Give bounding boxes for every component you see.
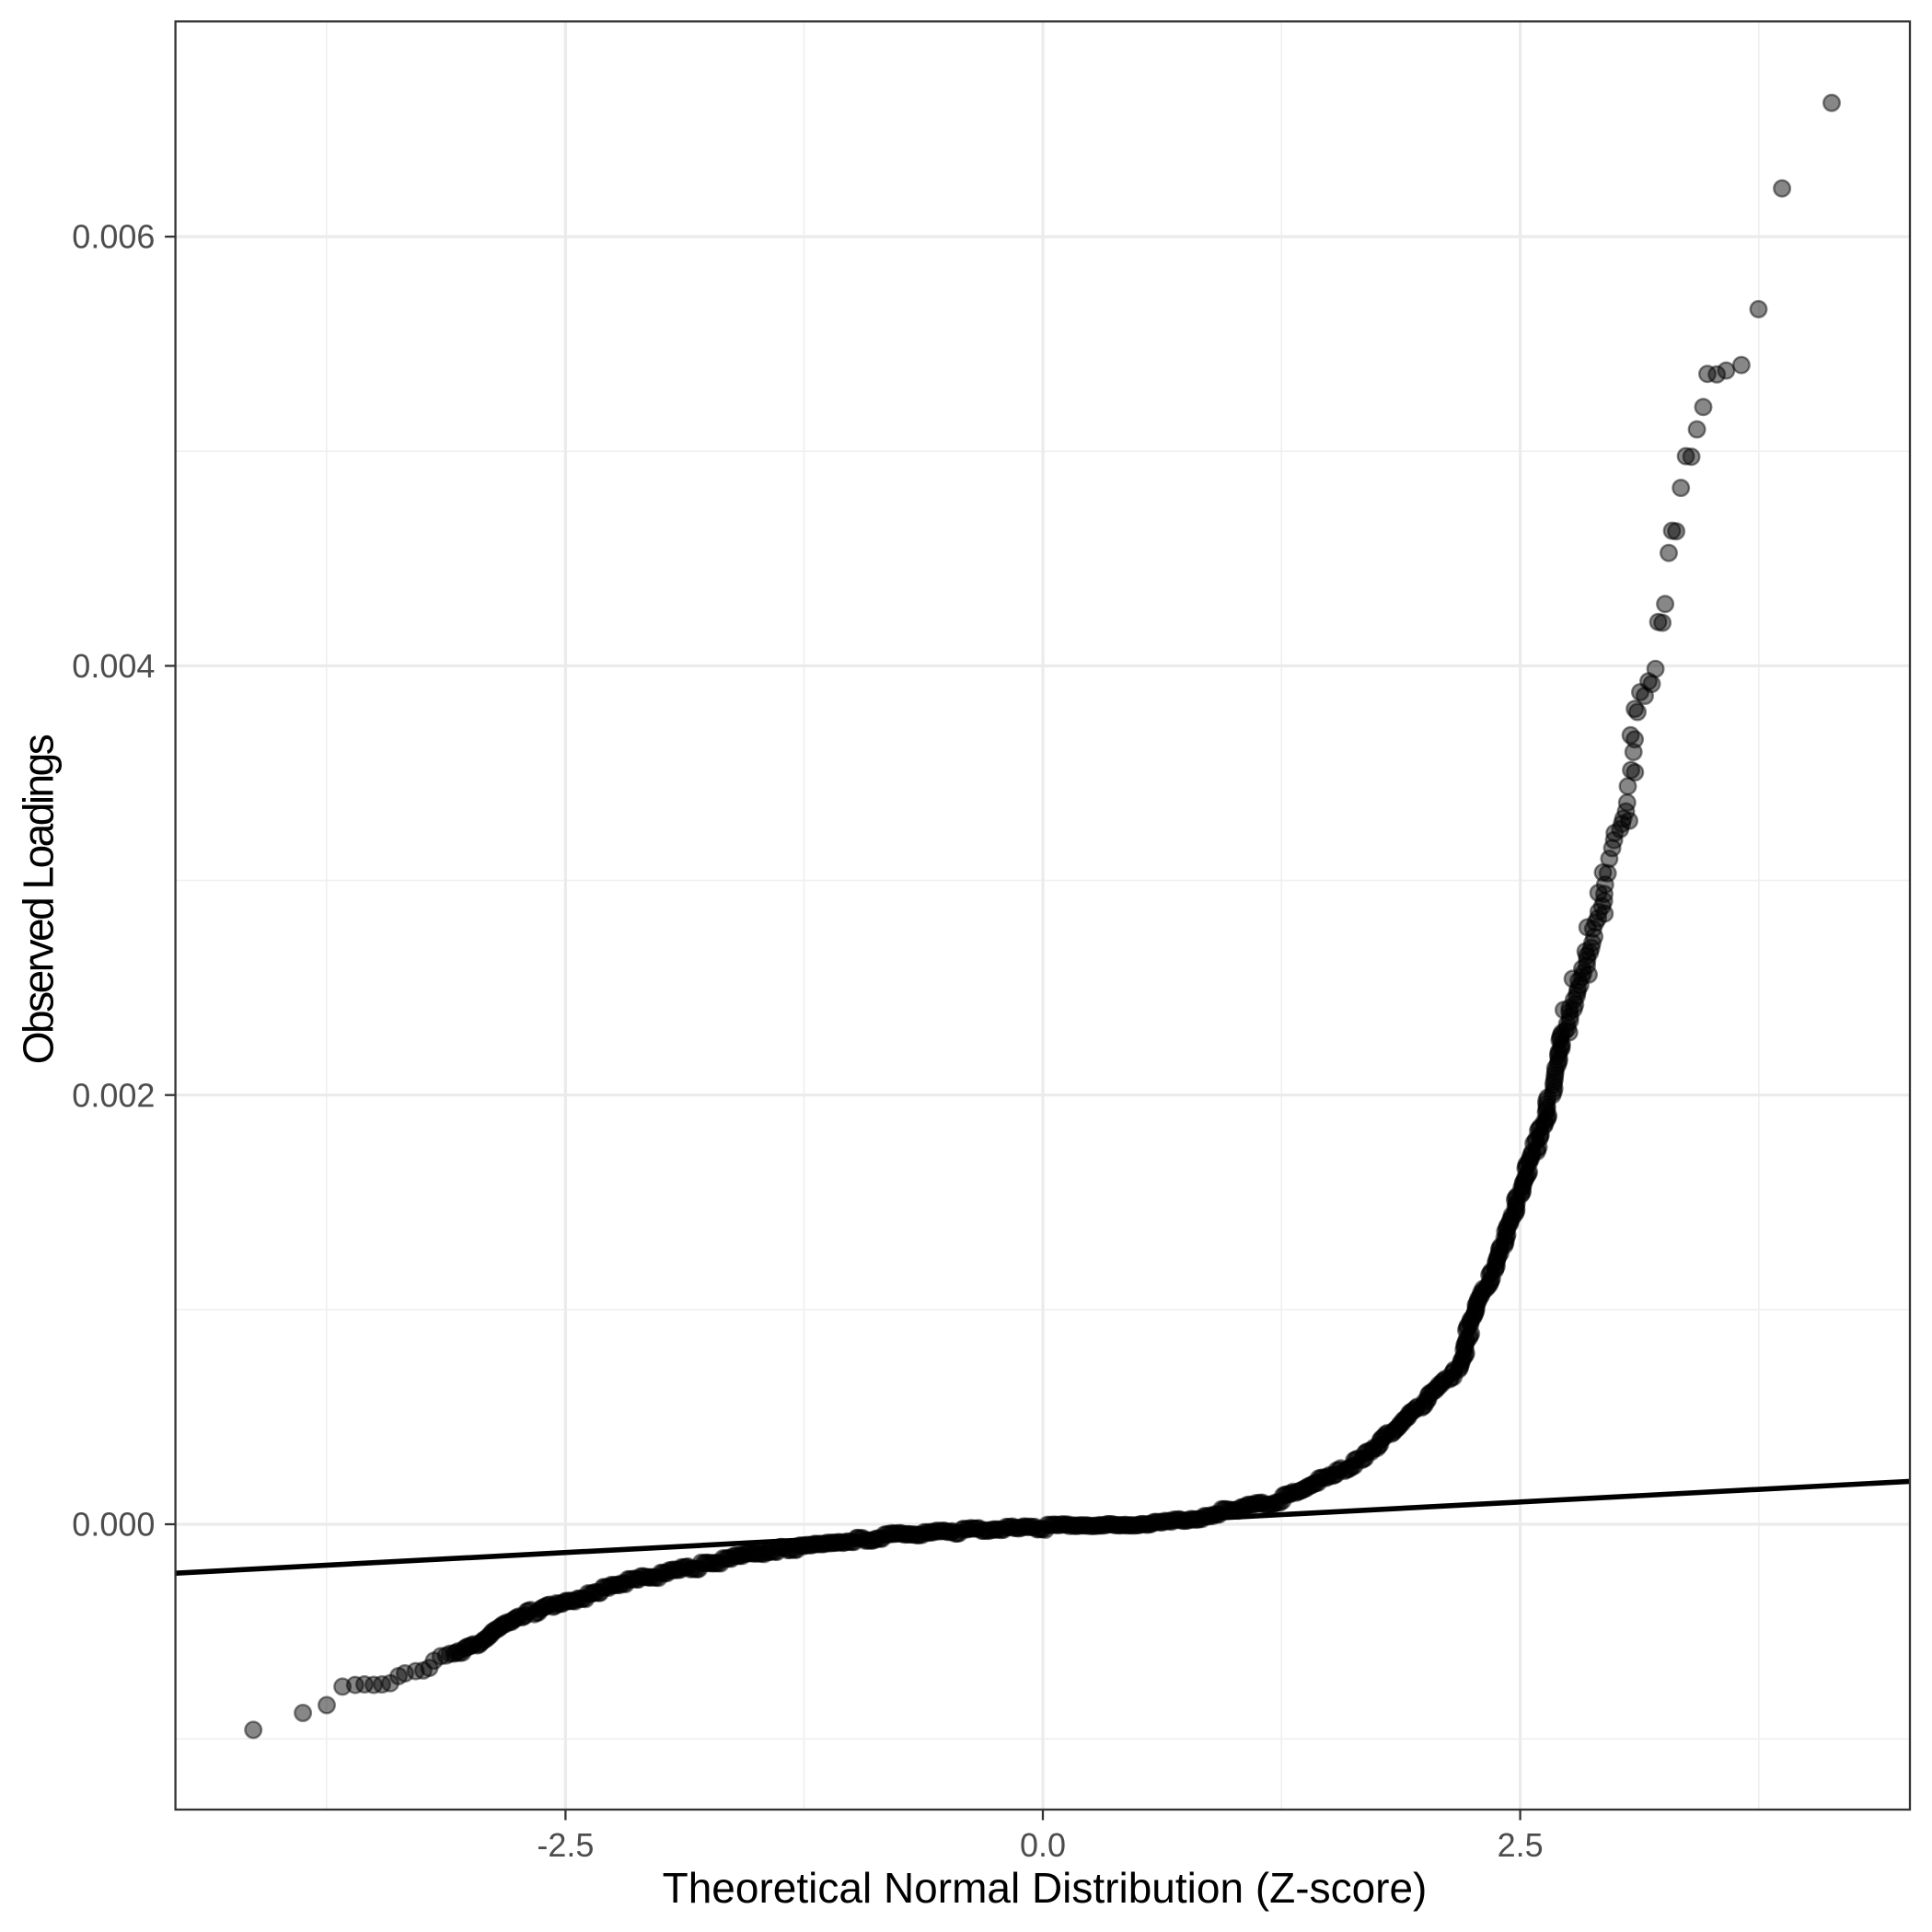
svg-text:-2.5: -2.5 xyxy=(537,1826,594,1864)
svg-text:0.006: 0.006 xyxy=(72,218,155,256)
svg-text:0.000: 0.000 xyxy=(72,1506,155,1544)
svg-text:0.002: 0.002 xyxy=(72,1076,155,1114)
svg-text:0.0: 0.0 xyxy=(1020,1826,1066,1864)
svg-text:0.004: 0.004 xyxy=(72,647,155,685)
svg-text:2.5: 2.5 xyxy=(1498,1826,1544,1864)
svg-text:Observed Loadings: Observed Loadings xyxy=(15,735,63,1064)
svg-text:Theoretical Normal Distributio: Theoretical Normal Distribution (Z-score… xyxy=(663,1864,1428,1912)
